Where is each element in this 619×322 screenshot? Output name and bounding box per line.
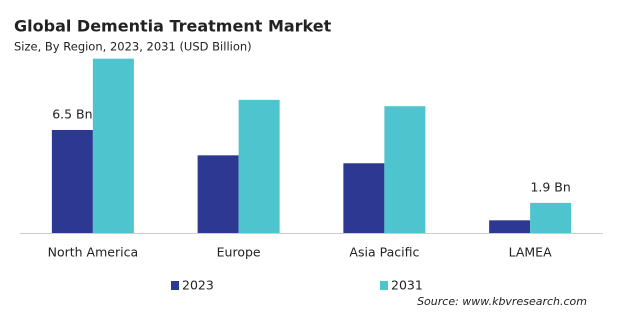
legend-label: 2031 <box>391 278 423 293</box>
bar <box>530 202 572 233</box>
bar <box>51 129 93 233</box>
x-tick-label: Europe <box>217 245 261 260</box>
legend-swatch <box>171 281 179 290</box>
bar <box>92 58 134 234</box>
data-label: 1.9 Bn <box>530 179 570 194</box>
legend-swatch <box>380 281 388 290</box>
bar <box>384 106 426 233</box>
x-tick-label: LAMEA <box>509 245 552 260</box>
source: Source: www.kbvresearch.com <box>417 295 587 308</box>
legend-label: 2023 <box>182 278 214 293</box>
data-label: 6.5 Bn <box>52 106 92 121</box>
bar <box>197 155 239 233</box>
bar <box>238 99 280 233</box>
chart-subtitle: Size, By Region, 2023, 2031 (USD Billion… <box>14 40 252 54</box>
x-tick-label: Asia Pacific <box>349 245 419 260</box>
x-tick-label: North America <box>48 245 139 260</box>
bar <box>489 220 531 233</box>
bar <box>343 163 385 233</box>
chart-title: Global Dementia Treatment Market <box>14 17 332 36</box>
